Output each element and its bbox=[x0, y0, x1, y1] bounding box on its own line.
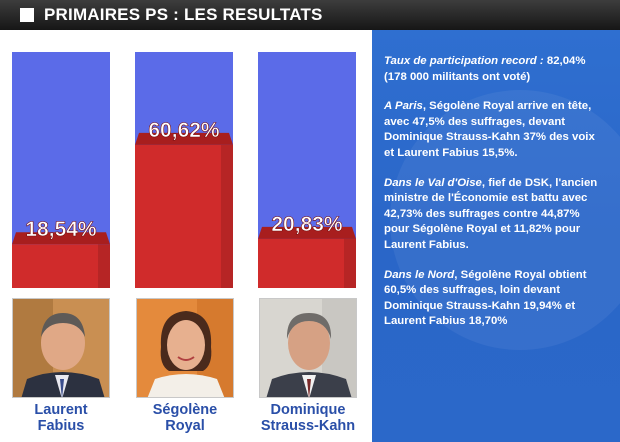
photo-royal bbox=[136, 298, 234, 398]
page-title: PRIMAIRES PS : LES RESULTATS bbox=[44, 5, 323, 24]
bar-top-strauss-kahn bbox=[258, 226, 356, 239]
photo-strauss-kahn bbox=[259, 298, 357, 398]
candidate-first-name: Ségolène bbox=[152, 402, 218, 418]
photo-fabius bbox=[12, 298, 110, 398]
bar-label-strauss-kahn: 20,83% bbox=[271, 213, 343, 236]
bar-shade-fabius bbox=[98, 244, 110, 288]
title-bar: PRIMAIRES PS : LES RESULTATS bbox=[0, 0, 620, 30]
bar-chart: 18,54% 60,62% 20,83% bbox=[12, 52, 356, 288]
bar-top-royal bbox=[135, 132, 233, 145]
info-paragraph-participation: Taux de participation record : 82,04% (1… bbox=[384, 55, 586, 83]
bar-strauss-kahn bbox=[258, 238, 356, 288]
title-square-icon bbox=[20, 8, 34, 22]
info-paragraph-nord: Dans le Nord, Ségolène Royal obtient 60,… bbox=[384, 268, 587, 328]
info-paragraph-val-oise: Dans le Val d'Oise, fief de DSK, l'ancie… bbox=[384, 176, 598, 251]
bar-fabius bbox=[12, 244, 110, 288]
rose-watermark-icon bbox=[390, 90, 620, 350]
bar-top-fabius bbox=[12, 232, 110, 245]
bar-shade-royal bbox=[221, 144, 233, 288]
bar-label-royal: 60,62% bbox=[148, 119, 220, 142]
candidate-last-name: Fabius bbox=[37, 418, 85, 434]
candidate-name-fabius: Laurent Fabius bbox=[12, 402, 110, 434]
candidate-name-strauss-kahn: Dominique Strauss-Kahn bbox=[259, 402, 357, 434]
bar-shade-strauss-kahn bbox=[344, 238, 356, 288]
bar-label-fabius: 18,54% bbox=[25, 218, 97, 241]
candidate-name-royal: Ségolène Royal bbox=[136, 402, 234, 434]
candidate-first-name: Laurent bbox=[34, 402, 88, 418]
info-paragraph-paris: A Paris, Ségolène Royal arrive en tête, … bbox=[384, 100, 595, 159]
bar-royal bbox=[135, 144, 233, 288]
chart-area: 18,54% 60,62% 20,83% bbox=[0, 30, 372, 442]
results-info-panel: Taux de participation record : 82,04% (1… bbox=[372, 30, 620, 442]
candidate-last-name: Strauss-Kahn bbox=[260, 418, 356, 434]
candidate-first-name: Dominique bbox=[270, 402, 346, 418]
candidate-last-name: Royal bbox=[165, 418, 205, 434]
